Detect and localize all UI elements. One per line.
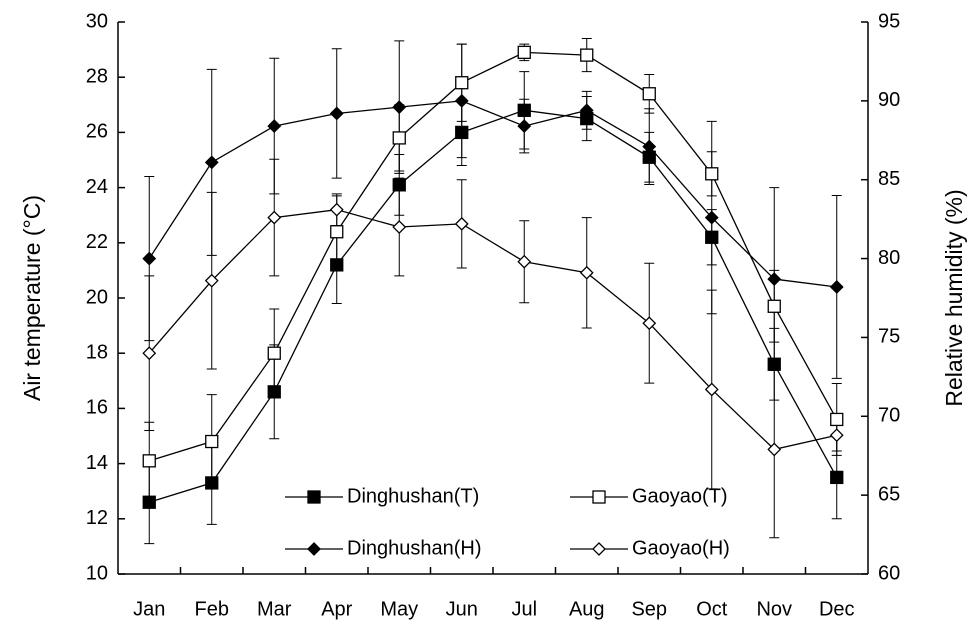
point: [454, 93, 469, 108]
x-tick-label: Oct: [696, 598, 728, 620]
y-tick-label: 24: [86, 176, 108, 198]
point: [392, 220, 407, 234]
y2-tick-label: 75: [878, 326, 900, 348]
legend-marker: [307, 490, 321, 504]
point: [517, 45, 531, 60]
x-tick-label: May: [380, 598, 418, 620]
point: [642, 87, 656, 101]
y-tick-label: 26: [86, 121, 108, 143]
legend-marker: [592, 490, 606, 504]
y-tick-label: 28: [86, 65, 108, 87]
point: [455, 76, 469, 90]
point: [704, 382, 719, 397]
point: [392, 178, 406, 192]
point: [329, 202, 344, 217]
legend-label: Dinghushan(H): [347, 537, 482, 559]
point: [517, 119, 532, 134]
point: [392, 131, 406, 145]
x-tick-label: Jul: [511, 598, 537, 620]
point: [142, 454, 156, 468]
x-tick-label: Mar: [257, 598, 292, 620]
y-tick-label: 12: [86, 507, 108, 529]
point: [267, 210, 282, 225]
y2-tick-label: 65: [878, 483, 900, 505]
point: [580, 48, 594, 62]
x-tick-label: Nov: [756, 598, 792, 620]
y2-tick-label: 60: [878, 562, 900, 584]
series-line: [149, 109, 838, 503]
y-axis-title: Air temperature (°C): [19, 195, 45, 401]
x-tick-label: Sep: [631, 598, 667, 620]
point: [267, 346, 281, 360]
point: [517, 254, 532, 269]
point: [267, 119, 282, 134]
point: [329, 106, 344, 121]
point: [205, 434, 219, 449]
x-tick-label: Apr: [321, 598, 352, 620]
x-tick-label: Jun: [446, 598, 478, 620]
legend-label: Gaoyao(T): [632, 485, 728, 507]
point: [204, 155, 219, 170]
y2-tick-label: 95: [878, 10, 900, 32]
point: [705, 230, 719, 244]
y2-tick-label: 90: [878, 89, 900, 111]
y-tick-label: 18: [86, 341, 108, 363]
series-line: [148, 209, 837, 451]
x-tick-label: Dec: [819, 598, 855, 620]
legend-marker: [592, 542, 606, 556]
point: [829, 428, 844, 443]
point: [517, 103, 531, 117]
point: [579, 265, 594, 280]
legend-label: Gaoyao(H): [632, 537, 730, 559]
x-tick-label: Feb: [195, 598, 229, 620]
point: [205, 476, 219, 490]
y-tick-label: 22: [86, 231, 108, 253]
point: [767, 442, 782, 457]
legend-marker: [307, 542, 321, 556]
y-tick-label: 16: [86, 397, 108, 419]
point: [454, 216, 469, 231]
point: [767, 357, 781, 371]
point: [142, 346, 157, 361]
point: [267, 385, 281, 399]
y-tick-label: 10: [86, 562, 108, 584]
y2-axis-title: Relative humidity (%): [941, 189, 967, 406]
point: [455, 125, 469, 140]
point: [204, 273, 219, 288]
y-tick-label: 20: [86, 286, 108, 308]
y-tick-label: 30: [86, 10, 108, 32]
point: [767, 272, 782, 286]
point: [142, 251, 157, 266]
y2-tick-label: 70: [878, 405, 900, 427]
point: [642, 139, 657, 154]
point: [330, 225, 344, 239]
point: [705, 167, 719, 181]
point: [829, 280, 844, 294]
point: [830, 470, 844, 485]
point: [392, 100, 407, 115]
y2-tick-label: 85: [878, 168, 900, 190]
x-tick-label: Jan: [133, 598, 165, 620]
y-tick-label: 14: [86, 452, 108, 474]
series-line: [148, 100, 837, 288]
point: [330, 258, 344, 272]
legend-label: Dinghushan(T): [347, 485, 479, 507]
series-line: [149, 51, 838, 462]
point: [579, 103, 594, 118]
point: [642, 316, 657, 331]
point: [142, 495, 156, 509]
y2-tick-label: 80: [878, 247, 900, 269]
x-tick-label: Aug: [569, 598, 605, 620]
point: [830, 412, 844, 427]
point: [704, 210, 719, 225]
point: [767, 299, 781, 313]
